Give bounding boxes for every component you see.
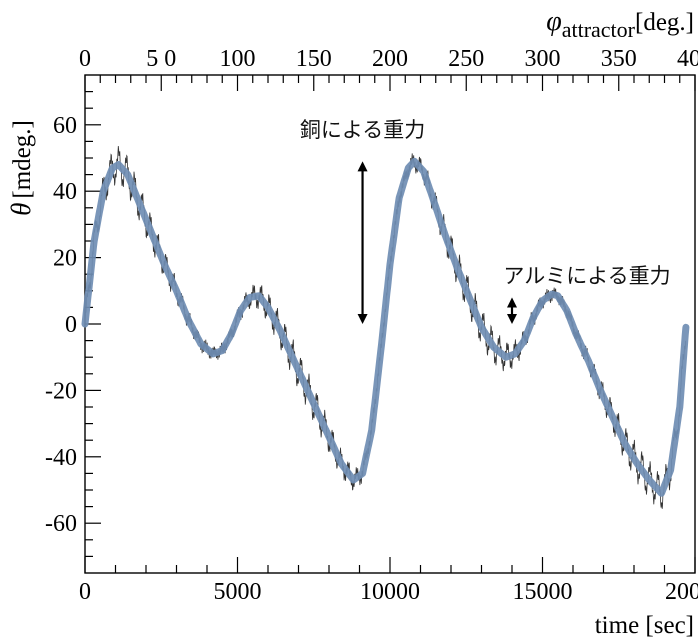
- top-axis-ticks: 05 0100150200250300350400: [79, 46, 698, 91]
- left-axis-ticks: 60 40 20 0 -20 -40 -60: [45, 90, 101, 558]
- fit-curve-line: [81, 157, 690, 497]
- top-tick-label: 100: [220, 46, 256, 72]
- top-tick-label: 0: [79, 46, 91, 72]
- top-axis-symbol: φ: [546, 6, 562, 37]
- top-axis-unit: [deg.]: [635, 9, 694, 36]
- top-tick-label: 150: [296, 46, 332, 72]
- y-axis-unit: [mdeg.]: [9, 120, 36, 198]
- y-axis-title: θ [mdeg.]: [6, 120, 36, 216]
- x-tick-label: 20000: [665, 579, 698, 605]
- fit-curve-series: [81, 157, 690, 497]
- y-tick-label: 60: [53, 113, 77, 139]
- x-tick-label: 15000: [513, 579, 573, 605]
- top-tick-label: 300: [525, 46, 561, 72]
- y-tick-label: 20: [53, 246, 77, 272]
- x-axis-title: time [sec]: [595, 612, 694, 639]
- x-tick-label: 10000: [360, 579, 420, 605]
- y-tick-label: -60: [45, 511, 77, 537]
- top-tick-label: 200: [372, 46, 408, 72]
- y-tick-label: -20: [45, 378, 77, 404]
- top-tick-label: 250: [448, 46, 484, 72]
- y-tick-label: 0: [65, 312, 77, 338]
- bottom-axis-ticks: 0 5000 10000 15000 20000: [79, 557, 698, 605]
- x-tick-label: 5000: [214, 579, 262, 605]
- y-axis-symbol: θ: [6, 203, 36, 216]
- annotation-label: 銅による重力: [300, 118, 425, 142]
- x-tick-label: 0: [79, 579, 91, 605]
- top-tick-label: 350: [601, 46, 637, 72]
- top-axis-subscript: attractor: [562, 17, 636, 42]
- top-axis-title: φattractor[deg.]: [546, 6, 694, 42]
- annotation-label: アルミによる重力: [503, 264, 670, 288]
- top-tick-label: 400: [677, 46, 698, 72]
- y-tick-label: -40: [45, 445, 77, 471]
- plot-frame: [84, 74, 696, 574]
- y-tick-label: 40: [53, 179, 77, 205]
- top-tick-label: 5 0: [146, 46, 176, 72]
